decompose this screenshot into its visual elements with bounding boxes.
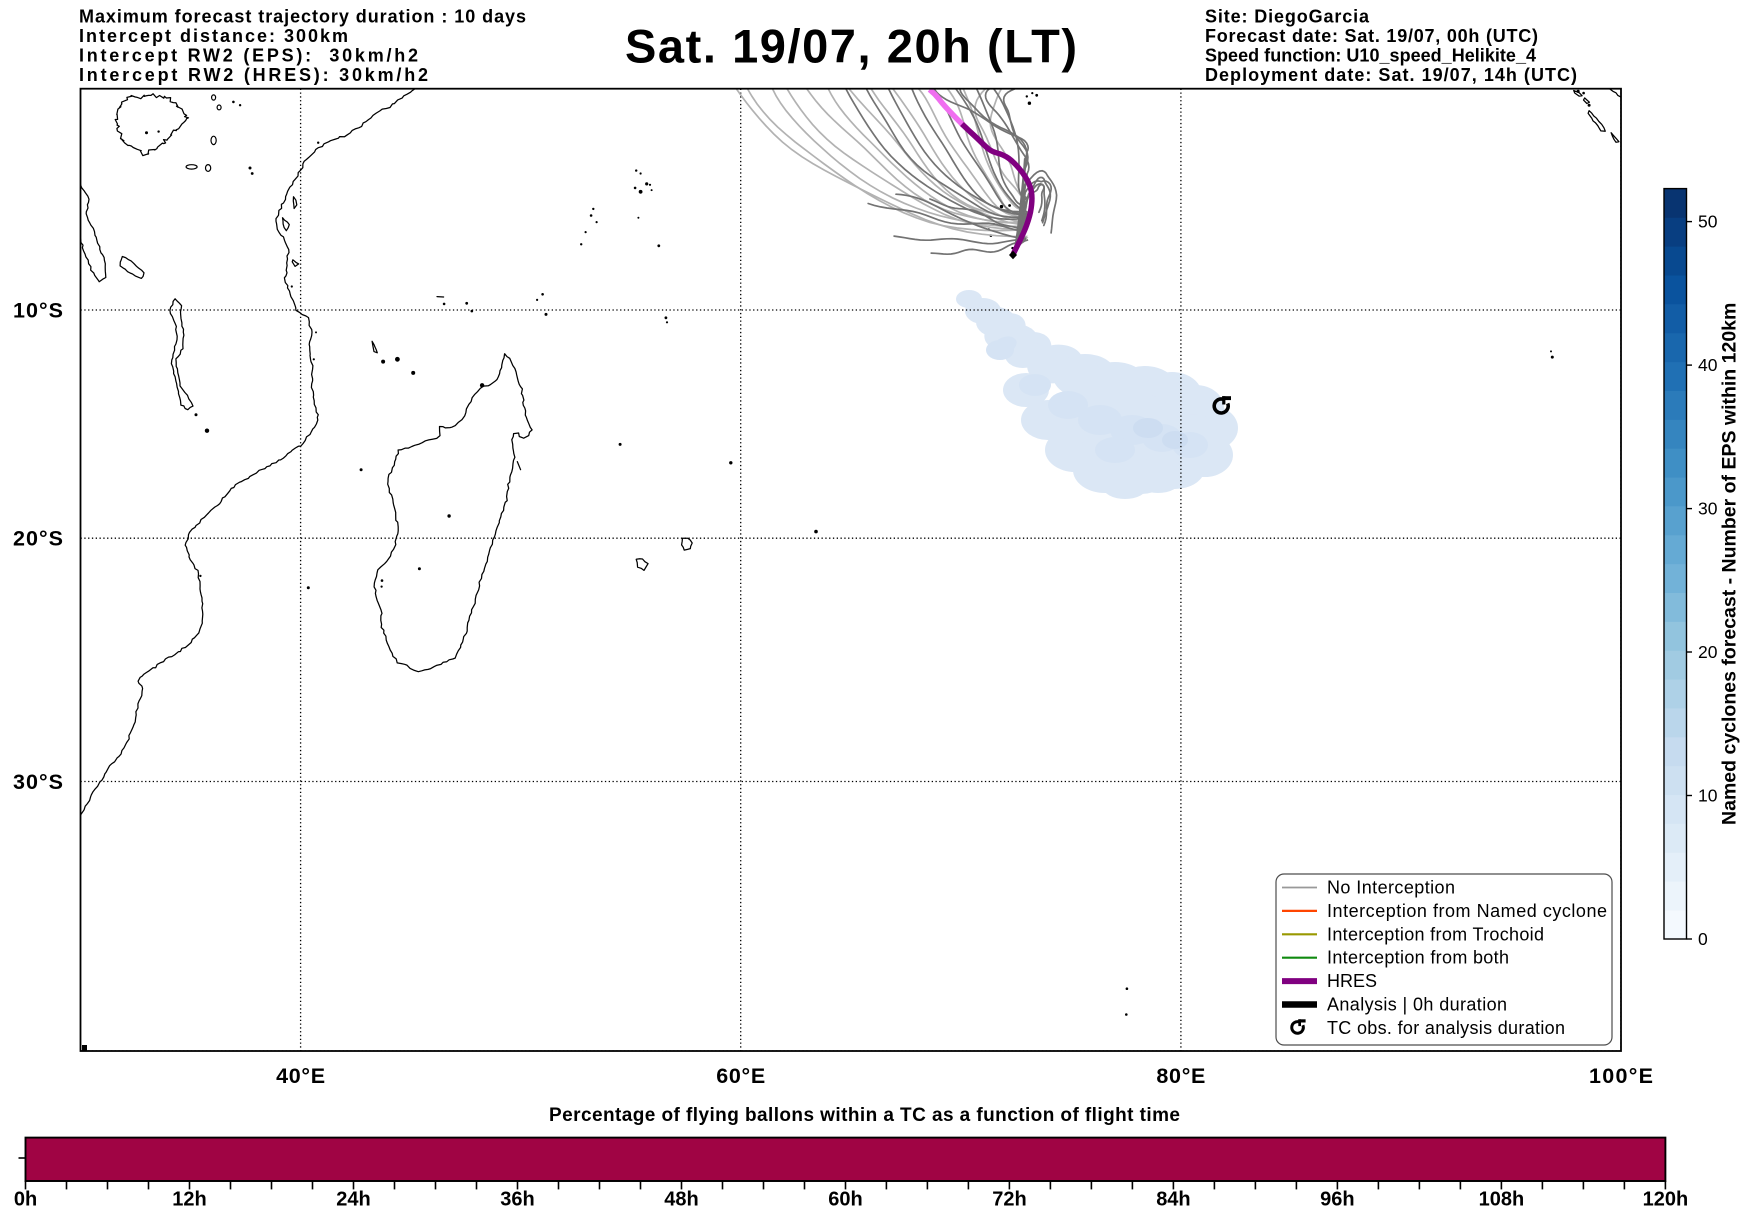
svg-text:Named cyclones forecast - Numb: Named cyclones forecast - Number of EPS … <box>1719 303 1741 825</box>
svg-text:40°E: 40°E <box>276 1064 325 1088</box>
svg-text:108h: 108h <box>1479 1189 1525 1211</box>
svg-text:50: 50 <box>1698 212 1718 232</box>
svg-text:20: 20 <box>1698 642 1718 662</box>
svg-text:60°E: 60°E <box>716 1064 765 1088</box>
svg-text:0h: 0h <box>14 1189 37 1211</box>
svg-text:Sat. 19/07, 20h (LT): Sat. 19/07, 20h (LT) <box>625 20 1077 73</box>
svg-text:Maximum forecast trajectory du: Maximum forecast trajectory duration : 1… <box>79 7 526 27</box>
svg-text:12h: 12h <box>172 1189 206 1211</box>
svg-text:TC obs. for analysis duration: TC obs. for analysis duration <box>1327 1018 1565 1038</box>
svg-text:30: 30 <box>1698 499 1718 519</box>
svg-text:Intercept distance: 300km: Intercept distance: 300km <box>79 26 348 46</box>
svg-text:0: 0 <box>1698 929 1708 949</box>
svg-text:60h: 60h <box>828 1189 862 1211</box>
svg-text:24h: 24h <box>336 1189 370 1211</box>
svg-text:Speed function: U10_speed_Heli: Speed function: U10_speed_Helikite_4 <box>1205 46 1536 66</box>
svg-text:Intercept RW2 (HRES): 30km/h2: Intercept RW2 (HRES): 30km/h2 <box>79 65 428 85</box>
svg-text:Interception from Named cyclon: Interception from Named cyclone <box>1327 901 1607 921</box>
svg-text:48h: 48h <box>664 1189 698 1211</box>
svg-text:HRES: HRES <box>1327 971 1377 991</box>
svg-text:100°E: 100°E <box>1589 1064 1653 1088</box>
svg-text:Percentage of flying ballons w: Percentage of flying ballons within a TC… <box>549 1105 1180 1126</box>
svg-text:84h: 84h <box>1156 1189 1190 1211</box>
svg-text:Forecast date: Sat. 19/07, 00h: Forecast date: Sat. 19/07, 00h (UTC) <box>1205 26 1538 46</box>
svg-text:No Interception: No Interception <box>1327 878 1455 898</box>
svg-text:36h: 36h <box>500 1189 534 1211</box>
svg-text:Interception from both: Interception from both <box>1327 948 1509 968</box>
svg-text:96h: 96h <box>1320 1189 1354 1211</box>
svg-text:10: 10 <box>1698 786 1718 806</box>
svg-text:72h: 72h <box>992 1189 1026 1211</box>
svg-text:Intercept RW2 (EPS): 30km/h2: Intercept RW2 (EPS): 30km/h2 <box>79 46 418 66</box>
svg-text:80°E: 80°E <box>1156 1064 1205 1088</box>
svg-text:Analysis | 0h duration: Analysis | 0h duration <box>1327 995 1507 1015</box>
svg-text:Site: DiegoGarcia: Site: DiegoGarcia <box>1205 7 1370 27</box>
svg-text:Deployment date: Sat. 19/07, 1: Deployment date: Sat. 19/07, 14h (UTC) <box>1205 65 1577 85</box>
svg-text:Interception from Trochoid: Interception from Trochoid <box>1327 924 1544 944</box>
svg-text:120h: 120h <box>1643 1189 1689 1211</box>
svg-text:40: 40 <box>1698 355 1718 375</box>
